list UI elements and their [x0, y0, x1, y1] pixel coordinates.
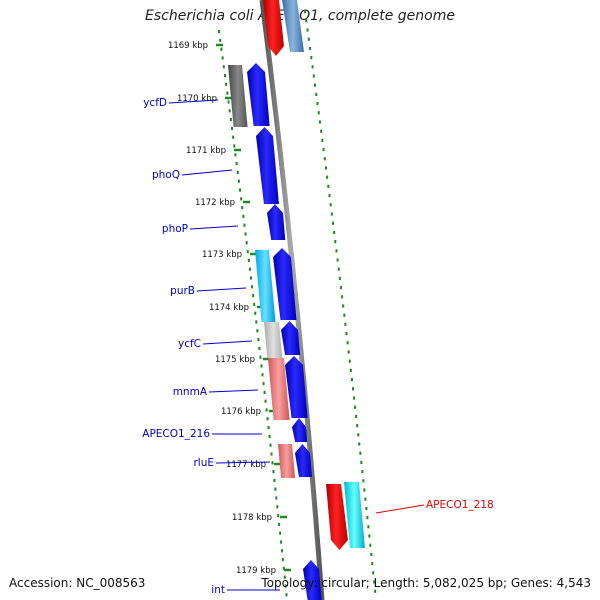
- gene-label[interactable]: int: [211, 584, 225, 596]
- backbone-ring: [259, 0, 325, 600]
- outer-dotted-track: [304, 10, 377, 593]
- gene-labels: ycfD phoQ phoP purB ycfC mnmA APECO1_216 rluE in…: [142, 97, 493, 596]
- cds-ycfC: [281, 321, 301, 355]
- cog-block-salmon-1: [268, 358, 290, 420]
- gene-label[interactable]: phoQ: [152, 169, 180, 181]
- accession-text: Accession: NC_008563: [9, 576, 146, 590]
- gene-label[interactable]: purB: [170, 285, 195, 297]
- ruler-label: 1177 kbp: [226, 460, 266, 470]
- ruler-label: 1179 kbp: [236, 566, 276, 576]
- cog-block-cyan-outer: [344, 482, 365, 548]
- cds-rluE: [295, 444, 312, 477]
- ruler-label: 1178 kbp: [232, 513, 272, 523]
- cog-block-salmon-2: [278, 444, 296, 478]
- ruler-label: 1175 kbp: [215, 355, 255, 365]
- features: [228, 63, 365, 600]
- cds-phoQ: [256, 127, 279, 204]
- cog-block-cyan: [255, 250, 276, 322]
- gene-leader-line: [202, 340, 253, 345]
- gene-leader-line: [196, 287, 247, 292]
- ruler-label: 1176 kbp: [221, 407, 261, 417]
- gene-label[interactable]: mnmA: [173, 386, 208, 398]
- cds-ycfD: [247, 63, 270, 126]
- gene-leader-line: [189, 225, 239, 230]
- cds-phoP: [267, 204, 286, 240]
- gene-leader-line: [208, 389, 259, 393]
- inner-dotted-track: [218, 30, 288, 597]
- gene-label[interactable]: rluE: [193, 457, 214, 469]
- cds-APECO1_216: [292, 418, 308, 442]
- ruler-label: 1174 kbp: [209, 303, 249, 313]
- gene-label[interactable]: ycfD: [143, 97, 167, 109]
- cds-purB: [273, 248, 297, 320]
- gene-label[interactable]: APECO1_218: [426, 499, 494, 511]
- feature-top-steel: [282, 0, 304, 52]
- ruler-label: 1169 kbp: [168, 41, 208, 51]
- genome-summary-text: Topology: circular; Length: 5,082,025 bp…: [261, 576, 591, 590]
- feature-top-red: [263, 0, 284, 56]
- cds-int: [303, 560, 322, 600]
- gene-label[interactable]: phoP: [162, 223, 188, 235]
- cog-block-lightgray: [264, 322, 283, 358]
- gene-leader-line: [168, 99, 219, 104]
- cog-block-gray: [228, 65, 248, 127]
- cds-mnmA: [285, 356, 308, 418]
- ruler: 1169 kbp 1170 kbp 1171 kbp 1172 kbp 1173 kbp…: [168, 41, 291, 576]
- gene-leader-line: [181, 169, 233, 176]
- gc-dotted-track: [218, 10, 377, 597]
- gene-leader-line: [375, 504, 425, 514]
- ruler-label: 1173 kbp: [202, 250, 242, 260]
- ruler-label: 1172 kbp: [195, 198, 235, 208]
- cds-APECO1_218: [326, 484, 348, 550]
- map-title: Escherichia coli APEC O1, complete genom…: [145, 8, 455, 24]
- ruler-label: 1170 kbp: [177, 94, 217, 104]
- gene-label[interactable]: APECO1_216: [142, 428, 210, 440]
- gene-label[interactable]: ycfC: [178, 338, 201, 350]
- ruler-label: 1171 kbp: [186, 146, 226, 156]
- gene-leader-line: [215, 461, 271, 464]
